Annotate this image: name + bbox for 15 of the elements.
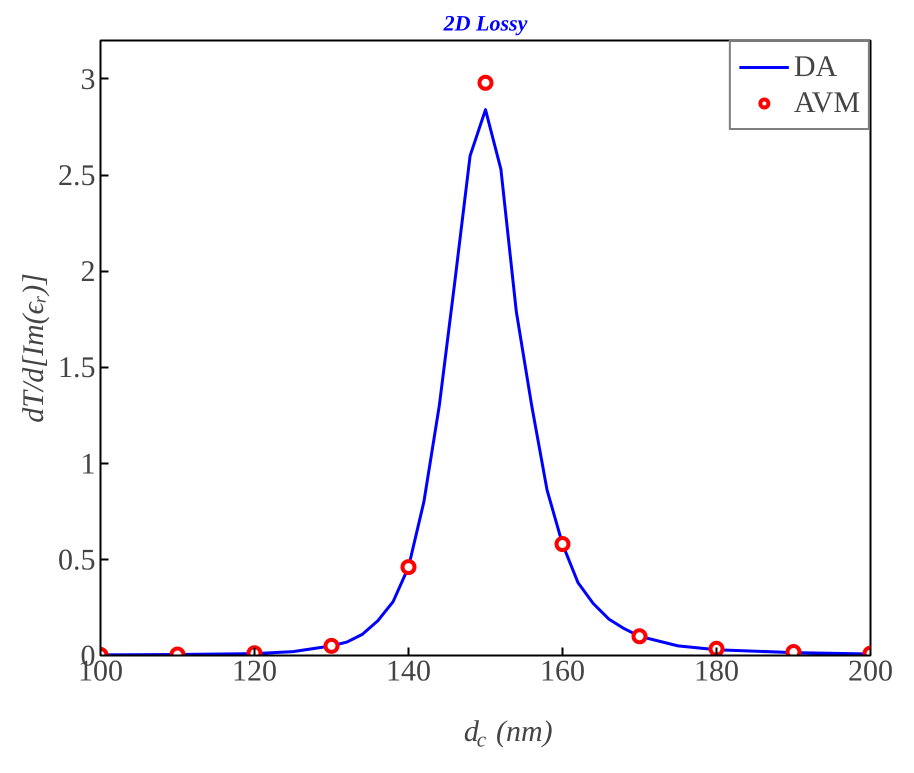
y-tick-label: 1.5 [58, 351, 96, 384]
chart-title: 2D Lossy [442, 10, 528, 36]
y-tick-label: 2 [80, 255, 96, 288]
x-tick-label: 200 [848, 654, 893, 688]
x-tick-label: 180 [694, 654, 739, 688]
legend-label: AVM [794, 86, 860, 120]
y-tick-label: 1 [80, 447, 96, 480]
y-axis-title: dT/d[Im(ϵᵣ)] [17, 273, 50, 423]
x-tick-label: 140 [386, 654, 431, 688]
legend-label: DA [794, 50, 838, 84]
x-tick-label: 120 [232, 654, 277, 688]
y-tick-label: 3 [80, 62, 96, 96]
y-tick-label: 2.5 [58, 159, 96, 192]
x-tick-label: 160 [540, 654, 585, 688]
y-tick-label: 0.5 [58, 543, 96, 576]
